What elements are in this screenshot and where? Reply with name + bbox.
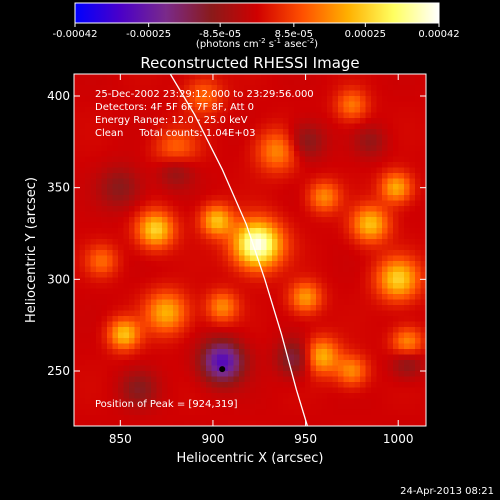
x-axis-label: Heliocentric X (arcsec)	[177, 451, 324, 466]
colorbar-tick-label: -8.5e-05	[199, 29, 241, 40]
y-axis-label: Heliocentric Y (arcsec)	[24, 177, 39, 323]
y-tick-label: 300	[47, 272, 70, 286]
colorbar-tick-label: 8.5e-05	[275, 29, 313, 40]
colorbar-tick-label: -0.00042	[53, 29, 98, 40]
footer-timestamp: 24-Apr-2013 08:21	[400, 486, 494, 497]
colorbar-tick-label: -0.00025	[126, 29, 171, 40]
heatmap-image	[74, 74, 426, 426]
x-axis: 850 900 950 1000	[109, 74, 414, 446]
y-tick-label: 350	[47, 181, 70, 195]
info-total-counts: Clean Total counts: 1.04E+03	[95, 128, 255, 139]
chart-title: Reconstructed RHESSI Image	[140, 54, 359, 72]
x-tick-label: 1000	[383, 432, 414, 446]
info-time-range: 25-Dec-2002 23:29:12.000 to 23:29:56.000	[95, 89, 314, 100]
y-axis: 250 300 350 400	[47, 89, 426, 378]
colorbar-tick-label: 0.00042	[418, 29, 459, 40]
colorbar: -0.00042 -0.00025 -8.5e-05 8.5e-05 0.00025 0.…	[53, 2, 460, 50]
info-text-block: 25-Dec-2002 23:29:12.000 to 23:29:56.000…	[95, 89, 314, 139]
info-detectors: Detectors: 4F 5F 6F 7F 8F, Att 0	[95, 102, 254, 113]
y-tick-label: 250	[47, 364, 70, 378]
colorbar-gradient	[74, 2, 440, 24]
peak-position-label: Position of Peak = [924,319]	[95, 399, 238, 410]
y-tick-label: 400	[47, 89, 70, 103]
colorbar-units: (photons cm-2 s-1 asec-2)	[196, 37, 318, 50]
colorbar-tick-label: 0.00025	[345, 29, 386, 40]
solar-limb-line	[169, 74, 309, 426]
info-energy-range: Energy Range: 12.0 - 25.0 keV	[95, 115, 248, 126]
x-tick-label: 950	[294, 432, 317, 446]
heatmap-area	[74, 74, 426, 426]
plot-frame	[73, 73, 427, 427]
x-tick-label: 900	[201, 432, 224, 446]
colorbar-ticks: -0.00042 -0.00025 -8.5e-05 8.5e-05 0.00025 0.…	[53, 23, 460, 40]
x-tick-label: 850	[109, 432, 132, 446]
marker-point	[219, 366, 226, 373]
